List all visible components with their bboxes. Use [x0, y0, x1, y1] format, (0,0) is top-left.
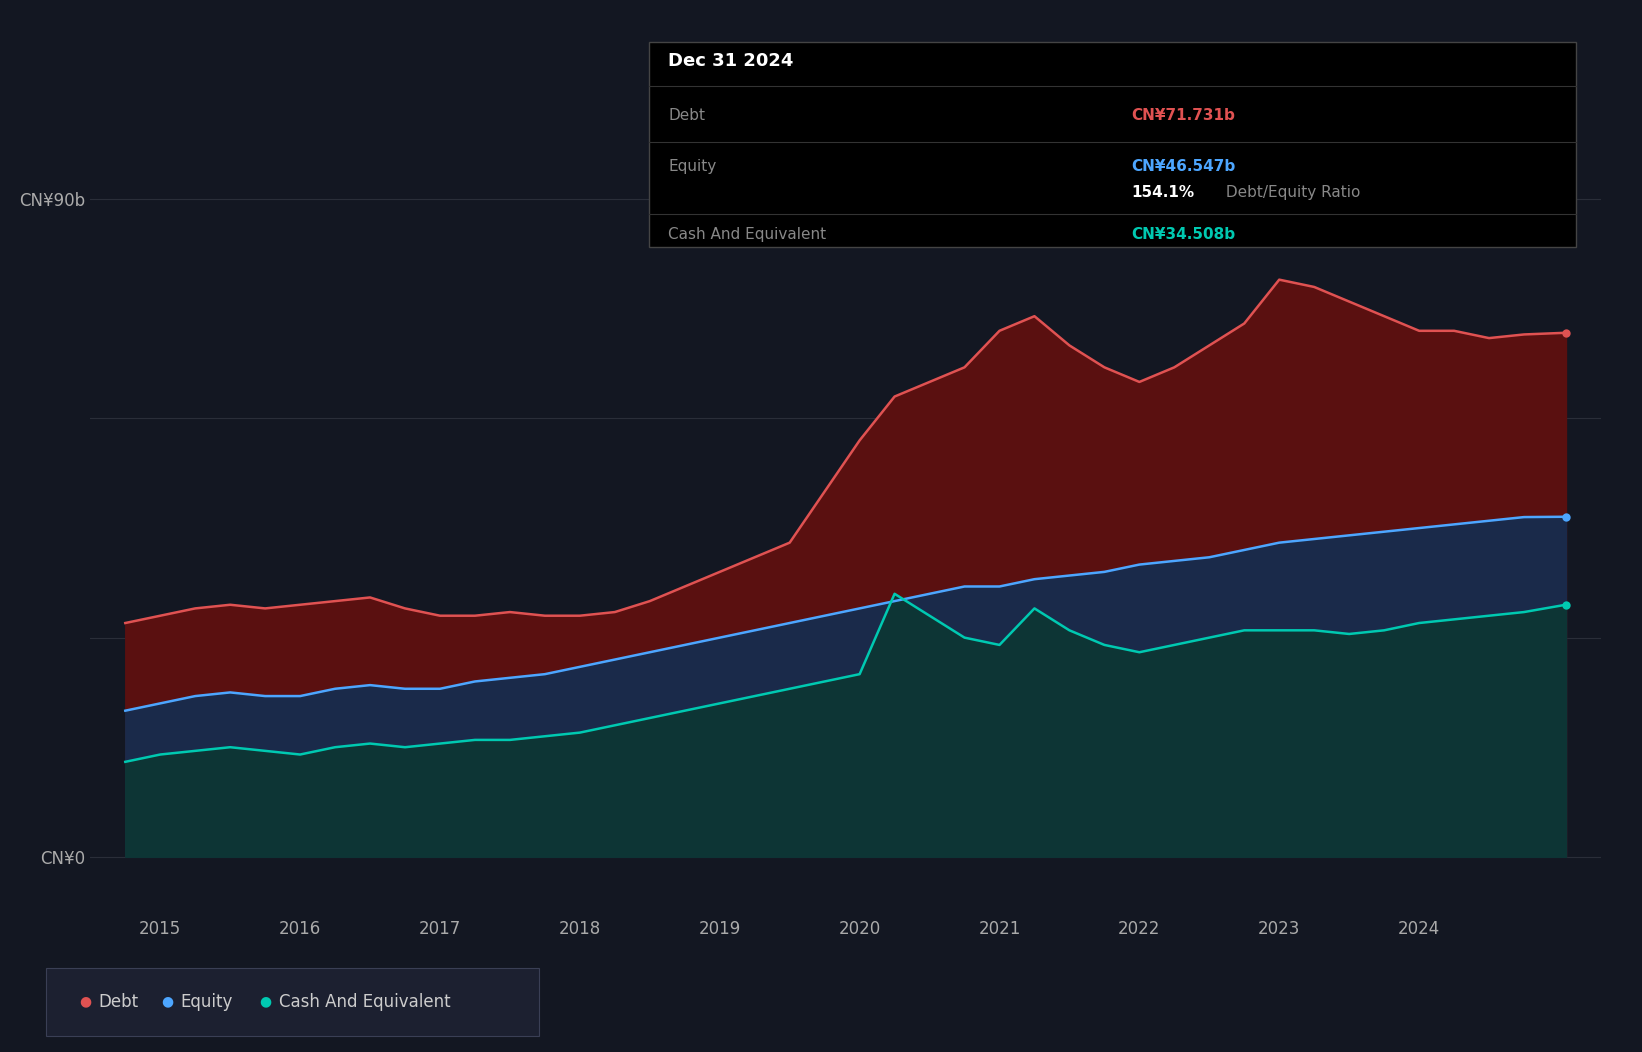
Text: Debt: Debt	[668, 108, 706, 123]
Text: ●: ●	[161, 994, 172, 1009]
Text: ●: ●	[259, 994, 271, 1009]
Text: Debt: Debt	[99, 992, 138, 1011]
Text: CN¥71.731b: CN¥71.731b	[1131, 108, 1235, 123]
Text: Equity: Equity	[668, 159, 716, 174]
Text: CN¥46.547b: CN¥46.547b	[1131, 159, 1235, 174]
Text: Debt/Equity Ratio: Debt/Equity Ratio	[1222, 185, 1361, 200]
Text: 154.1%: 154.1%	[1131, 185, 1194, 200]
Text: Cash And Equivalent: Cash And Equivalent	[279, 992, 452, 1011]
Text: Dec 31 2024: Dec 31 2024	[668, 52, 793, 70]
Text: CN¥34.508b: CN¥34.508b	[1131, 227, 1235, 242]
Text: Cash And Equivalent: Cash And Equivalent	[668, 227, 826, 242]
Text: ●: ●	[79, 994, 90, 1009]
Text: Equity: Equity	[181, 992, 233, 1011]
